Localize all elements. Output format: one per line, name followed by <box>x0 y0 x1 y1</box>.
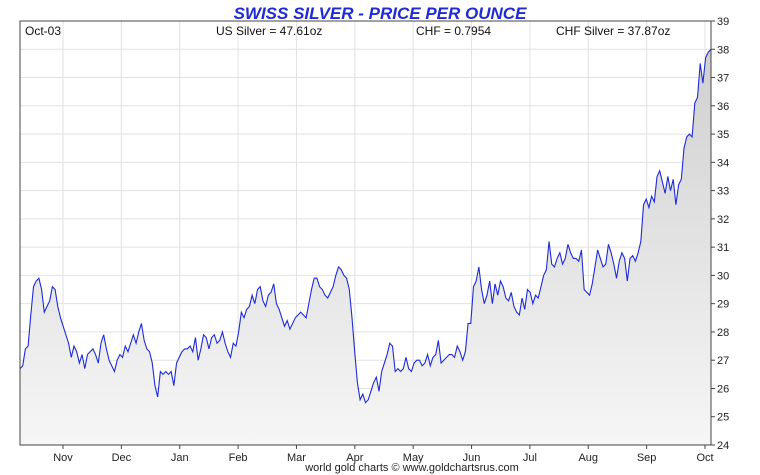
x-axis: Nov Dec Jan Feb Mar Apr May Jun Jul Aug Sep Oct <box>53 445 714 464</box>
x-tick-label: Mar <box>287 452 306 464</box>
x-tick-label: Jan <box>171 452 189 464</box>
x-tick-label: Nov <box>53 452 73 464</box>
y-tick-label: 35 <box>717 129 729 141</box>
y-tick-label: 28 <box>717 327 729 339</box>
price-area <box>20 49 711 446</box>
y-tick-label: 27 <box>717 355 729 367</box>
x-tick-label: May <box>403 452 424 464</box>
x-tick-label: Apr <box>346 452 363 464</box>
header-chf-silver: CHF Silver = 37.87oz <box>556 24 670 38</box>
price-line <box>19 48 712 404</box>
y-tick-label: 36 <box>717 101 729 113</box>
y-tick-label: 32 <box>717 214 729 226</box>
y-tick-label: 30 <box>717 270 729 282</box>
x-tick-label: Sep <box>637 452 657 464</box>
x-tick-label: Dec <box>112 452 132 464</box>
footer-credit: world gold charts © www.goldchartsrus.co… <box>304 462 519 474</box>
y-tick-label: 37 <box>717 73 729 85</box>
plot-border <box>19 20 712 446</box>
y-tick-label: 31 <box>717 242 729 254</box>
chart-title: SWISS SILVER - PRICE PER OUNCE <box>234 4 527 23</box>
y-tick-label: 33 <box>717 186 729 198</box>
x-tick-label: Oct <box>696 452 713 464</box>
x-tick-label: Jul <box>523 452 537 464</box>
header-us-silver: US Silver = 47.61oz <box>216 24 322 38</box>
x-tick-label: Feb <box>229 452 248 464</box>
y-tick-label: 25 <box>717 412 729 424</box>
x-tick-label: Aug <box>578 452 598 464</box>
y-tick-label: 24 <box>717 440 729 452</box>
x-tick-label: Jun <box>463 452 481 464</box>
y-tick-label: 38 <box>717 44 729 56</box>
y-tick-label: 26 <box>717 383 729 395</box>
header-date: Oct-03 <box>25 24 61 38</box>
y-tick-label: 34 <box>717 157 729 169</box>
y-tick-label: 29 <box>717 299 729 311</box>
header-chf-rate: CHF = 0.7954 <box>416 24 491 38</box>
y-tick-label: 39 <box>717 16 729 28</box>
y-axis: 24 25 26 27 28 29 30 31 32 33 34 35 36 37 38 39 <box>711 16 729 452</box>
